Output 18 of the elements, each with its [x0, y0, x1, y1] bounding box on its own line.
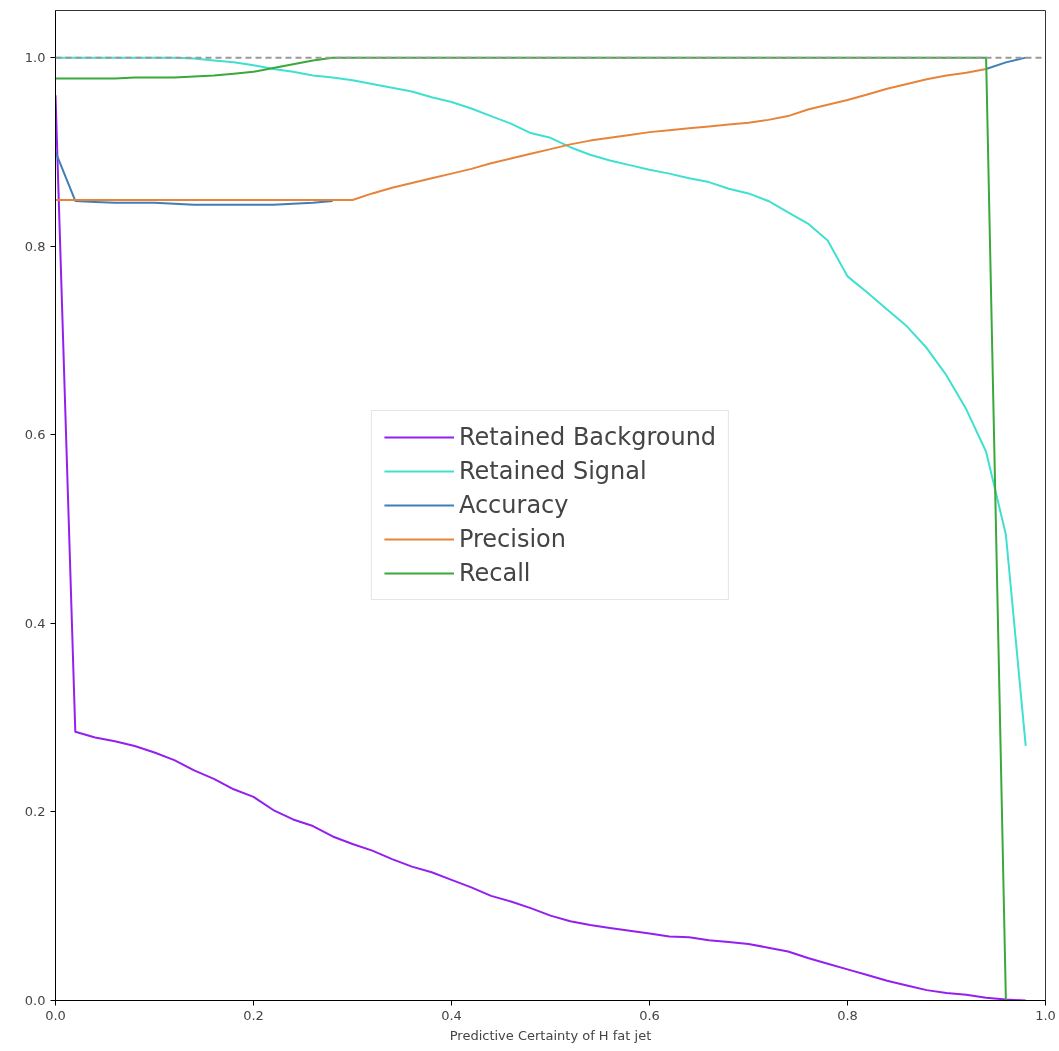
legend-label: Precision: [458, 525, 567, 553]
legend-label: Retained Signal: [458, 457, 647, 485]
y-tick-label: 0.8: [24, 238, 46, 254]
x-tick-label: 0.0: [45, 1007, 66, 1023]
x-tick-label: 0.6: [639, 1007, 660, 1023]
y-tick-label: 0.4: [24, 615, 46, 631]
x-axis-title: Predictive Certainty of H fat jet: [449, 1027, 652, 1043]
y-tick-label: 1.0: [24, 50, 46, 66]
legend-label: Recall: [458, 559, 531, 587]
legend-label: Accuracy: [458, 491, 569, 519]
x-tick-label: 0.2: [243, 1007, 264, 1023]
y-tick-label: 0.2: [24, 804, 46, 820]
y-tick-label: 0.0: [24, 993, 46, 1008]
x-tick-label: 0.4: [441, 1007, 462, 1023]
x-tick-label: 1.0: [1035, 1007, 1056, 1023]
y-tick-label: 0.6: [24, 427, 46, 443]
x-tick-label: 0.8: [837, 1007, 858, 1023]
legend-label: Retained Background: [458, 423, 717, 451]
